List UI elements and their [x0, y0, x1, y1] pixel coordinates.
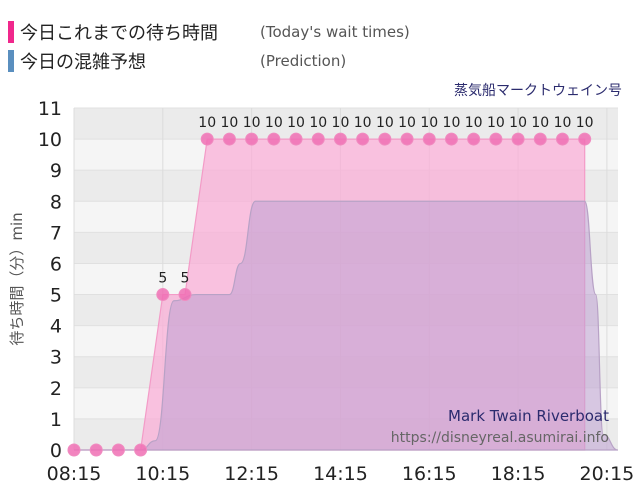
- today-data-label: 10: [332, 115, 350, 131]
- attraction-title-jp: 蒸気船マークトウェイン号: [454, 83, 622, 99]
- x-tick-label: 12:15: [224, 463, 279, 485]
- y-tick-label: 7: [50, 222, 62, 244]
- today-point: [489, 132, 503, 146]
- today-point: [245, 132, 259, 146]
- y-tick-label: 11: [38, 98, 62, 120]
- prediction-area: [73, 200, 619, 451]
- legend-today-sub: (Today's wait times): [260, 23, 410, 41]
- x-tick-label: 20:15: [580, 463, 635, 485]
- y-tick-label: 2: [50, 378, 62, 400]
- today-point: [311, 132, 325, 146]
- today-point: [134, 443, 148, 457]
- today-data-label: 10: [354, 115, 372, 131]
- today-data-label: 5: [181, 271, 190, 287]
- y-tick-label: 8: [50, 191, 62, 213]
- today-data-label: 10: [487, 115, 505, 131]
- y-axis-title: 待ち時間（分）min: [8, 212, 26, 345]
- plot-band: [74, 108, 618, 140]
- today-point: [444, 132, 458, 146]
- today-point: [67, 443, 81, 457]
- y-tick-label: 1: [50, 409, 62, 431]
- today-data-label: 10: [443, 115, 461, 131]
- x-tick-label: 14:15: [313, 463, 368, 485]
- today-data-label: 10: [287, 115, 305, 131]
- y-tick-label: 6: [50, 253, 62, 275]
- y-tick-label: 5: [50, 285, 62, 307]
- today-point: [111, 443, 125, 457]
- y-tick-label: 9: [50, 160, 62, 182]
- today-data-label: 10: [465, 115, 483, 131]
- today-point: [333, 132, 347, 146]
- today-point: [89, 443, 103, 457]
- today-data-label: 10: [398, 115, 416, 131]
- today-point: [555, 132, 569, 146]
- y-tick-label: 4: [50, 316, 62, 338]
- today-data-label: 10: [243, 115, 261, 131]
- today-point: [356, 132, 370, 146]
- today-data-label: 10: [420, 115, 438, 131]
- x-tick-label: 10:15: [135, 463, 190, 485]
- legend-prediction-swatch: [8, 50, 14, 72]
- today-point: [267, 132, 281, 146]
- today-point: [422, 132, 436, 146]
- today-point: [222, 132, 236, 146]
- today-point: [178, 288, 192, 302]
- x-tick-label: 16:15: [402, 463, 457, 485]
- today-point: [289, 132, 303, 146]
- today-data-label: 10: [509, 115, 527, 131]
- today-data-label: 10: [198, 115, 216, 131]
- legend-prediction-label: 今日の混雑予想: [20, 52, 146, 73]
- source-url: https://disneyreal.asumirai.info: [391, 430, 609, 446]
- x-tick-label: 08:15: [47, 463, 102, 485]
- y-tick-label: 10: [38, 129, 62, 151]
- today-point: [578, 132, 592, 146]
- today-point: [467, 132, 481, 146]
- today-point: [156, 288, 170, 302]
- today-point: [200, 132, 214, 146]
- y-tick-label: 3: [50, 347, 62, 369]
- today-data-label: 10: [221, 115, 239, 131]
- today-data-label: 10: [531, 115, 549, 131]
- legend-prediction-sub: (Prediction): [260, 52, 347, 70]
- today-point: [378, 132, 392, 146]
- today-data-label: 5: [158, 271, 167, 287]
- x-tick-label: 18:15: [491, 463, 546, 485]
- today-data-label: 10: [265, 115, 283, 131]
- today-data-label: 10: [554, 115, 572, 131]
- y-tick-label: 0: [50, 440, 62, 462]
- today-point: [533, 132, 547, 146]
- today-point: [511, 132, 525, 146]
- legend-today-swatch: [8, 21, 14, 43]
- attraction-title-en: Mark Twain Riverboat: [448, 407, 609, 425]
- today-data-label: 10: [309, 115, 327, 131]
- today-data-label: 10: [576, 115, 594, 131]
- legend-today-label: 今日これまでの待ち時間: [20, 23, 218, 44]
- legend-today: 今日これまでの待ち時間 (Today's wait times): [8, 20, 410, 44]
- legend-prediction: 今日の混雑予想 (Prediction): [8, 49, 346, 73]
- today-point: [400, 132, 414, 146]
- today-data-label: 10: [376, 115, 394, 131]
